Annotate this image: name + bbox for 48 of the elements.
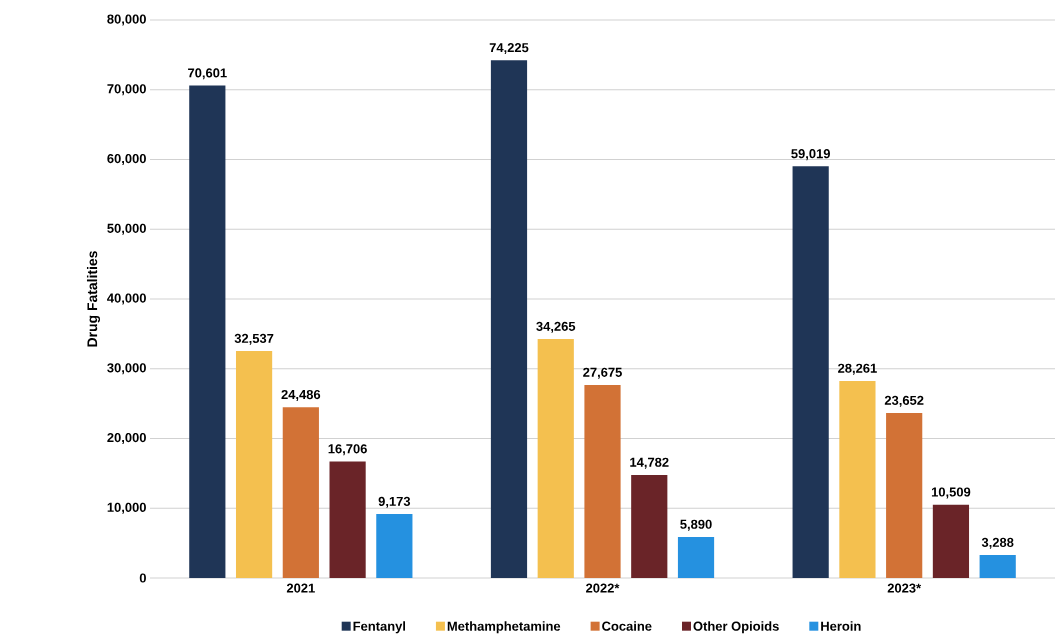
data-label: 28,261 — [838, 363, 877, 375]
data-label: 24,486 — [281, 389, 321, 402]
data-label: 23,652 — [884, 395, 924, 407]
data-label: 3,288 — [981, 537, 1014, 549]
y-tick-label: 20,000 — [107, 432, 146, 445]
bar — [584, 384, 621, 578]
data-label: 9,173 — [378, 496, 411, 508]
y-tick-label: 80,000 — [107, 14, 146, 26]
x-tick-label: 2022* — [586, 583, 620, 593]
y-tick-label: 60,000 — [107, 153, 146, 166]
bar — [235, 351, 273, 578]
y-tick-label: 30,000 — [107, 363, 146, 375]
bar — [979, 555, 1016, 578]
bar — [886, 413, 923, 578]
legend-label: Methamphetamine — [447, 621, 561, 634]
bar — [537, 339, 574, 578]
bar — [282, 407, 319, 578]
y-tick-label: 50,000 — [107, 223, 146, 235]
bar — [631, 474, 668, 578]
y-tick-label: 10,000 — [107, 502, 146, 514]
legend-label: Other Opioids — [693, 621, 779, 634]
bar — [376, 514, 413, 578]
bar — [189, 85, 226, 578]
data-label: 74,225 — [489, 43, 529, 55]
data-label: 16,706 — [328, 444, 367, 456]
y-tick-label: 70,000 — [107, 84, 146, 96]
x-tick-label: 2023* — [887, 583, 922, 593]
bar — [677, 536, 715, 578]
data-label: 34,265 — [536, 321, 576, 333]
legend-label: Cocaine — [602, 621, 652, 631]
y-tick-label: 40,000 — [107, 293, 146, 305]
data-label: 27,675 — [583, 367, 622, 379]
data-label: 70,601 — [188, 68, 227, 80]
bar — [792, 166, 829, 578]
data-label: 10,509 — [931, 487, 971, 499]
data-label: 32,537 — [234, 333, 274, 345]
data-label: 59,019 — [791, 149, 830, 161]
data-label: 14,782 — [630, 457, 669, 469]
y-axis-title: Drug Fatalities — [86, 251, 101, 347]
legend-label: Fentanyl — [353, 621, 406, 634]
bar — [329, 461, 366, 578]
x-tick-label: 2021 — [286, 583, 315, 593]
data-label: 5,890 — [680, 519, 712, 531]
bar — [839, 380, 876, 578]
bar — [932, 504, 970, 578]
bar — [490, 60, 528, 578]
legend-label: Heroin — [821, 621, 861, 631]
y-tick-label: 0 — [139, 573, 146, 583]
